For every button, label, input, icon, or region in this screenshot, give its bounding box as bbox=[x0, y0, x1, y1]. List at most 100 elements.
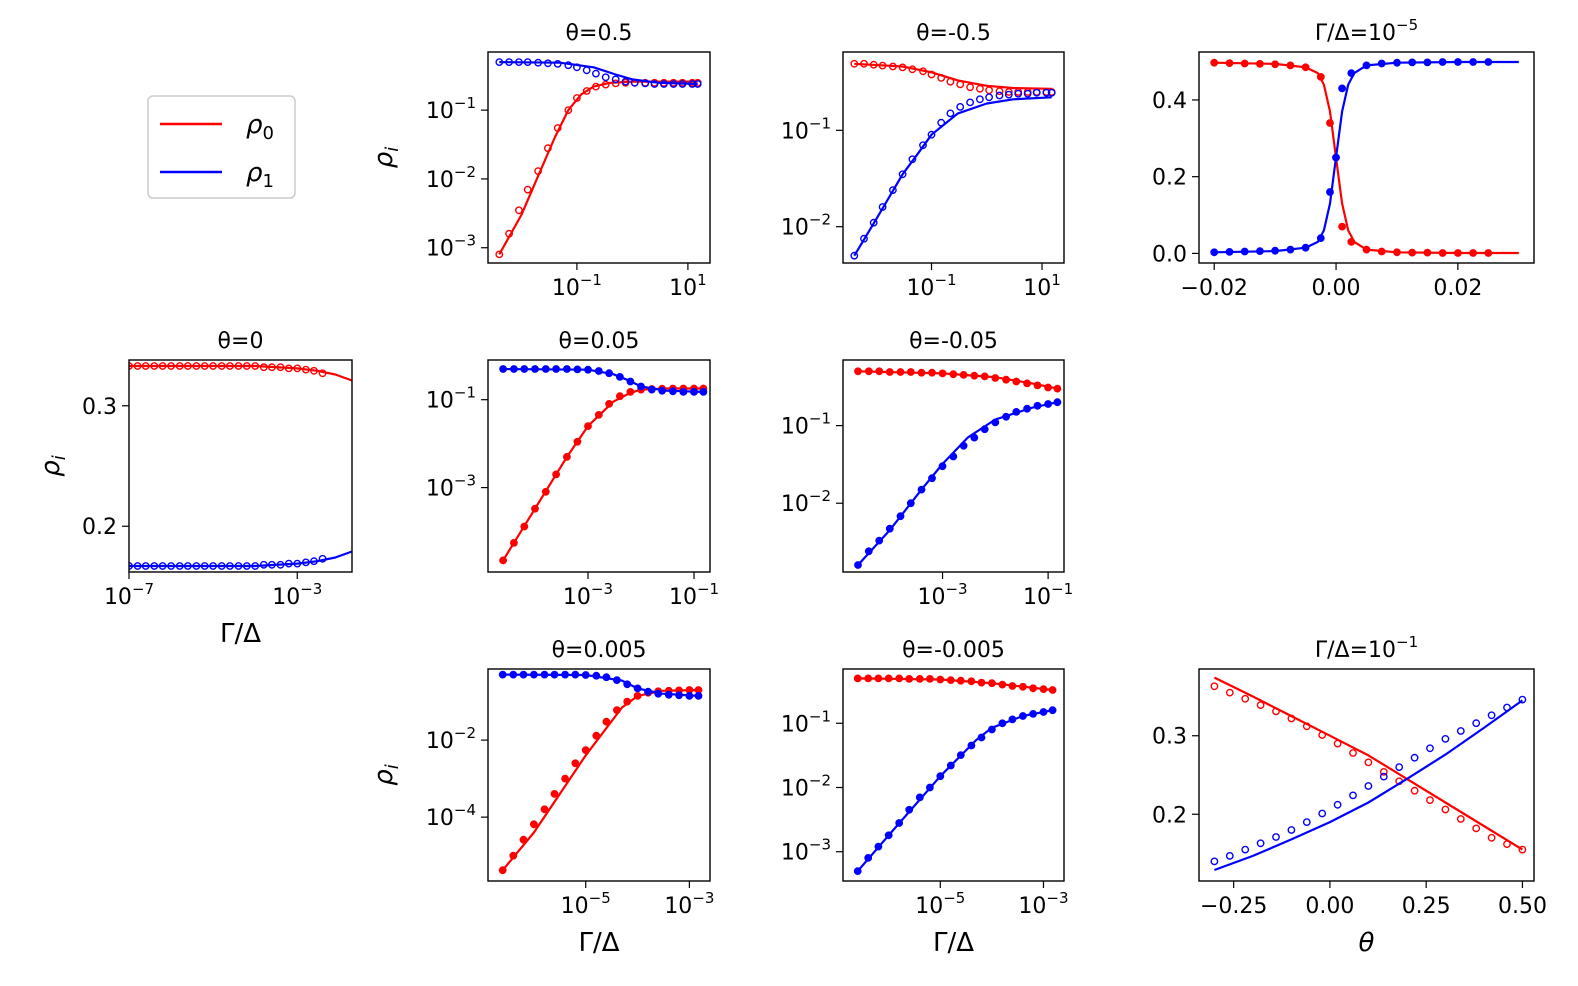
data-point-p11-1-13 bbox=[637, 382, 645, 391]
data-point-p22-0-20 bbox=[1518, 845, 1527, 854]
data-point-p02-1-12 bbox=[1362, 61, 1371, 70]
series-line-p10-1 bbox=[129, 550, 352, 568]
data-point-p21-1-6 bbox=[915, 793, 924, 802]
data-point-p12-0-1 bbox=[864, 367, 873, 376]
data-point-p01-0-3 bbox=[878, 61, 887, 70]
data-point-p10-1-7 bbox=[183, 562, 192, 570]
data-point-p10-1-19 bbox=[284, 559, 293, 568]
data-point-p12-1-16 bbox=[1023, 404, 1031, 413]
data-point-p22-1-3 bbox=[1256, 839, 1265, 848]
data-point-p21-1-13 bbox=[988, 725, 996, 734]
data-point-p20-0-5 bbox=[550, 790, 559, 798]
data-point-p11-1-5 bbox=[552, 365, 560, 373]
data-point-p22-0-4 bbox=[1272, 707, 1280, 716]
data-point-p21-1-10 bbox=[956, 751, 965, 759]
data-point-p12-1-7 bbox=[928, 474, 936, 483]
data-point-p02-1-18 bbox=[1454, 58, 1462, 66]
data-point-p11-1-8 bbox=[584, 365, 592, 374]
y-tick-label-p20-1: 10−2 bbox=[426, 724, 476, 754]
data-point-p01-1-16 bbox=[1004, 90, 1013, 99]
y-tick-label-p01-0: 10−2 bbox=[781, 211, 831, 241]
series-line-p10-0 bbox=[129, 364, 352, 382]
data-point-p01-1-15 bbox=[995, 91, 1004, 100]
series-line-p02-1 bbox=[1214, 60, 1519, 254]
panel-p02: −0.02 0.00 0.02 0.0 0.2 0.4 Γ/Δ=10−5 bbox=[1152, 16, 1535, 301]
data-point-p12-0-16 bbox=[1023, 379, 1031, 388]
data-point-p12-0-5 bbox=[906, 368, 915, 376]
data-point-p21-1-19 bbox=[1048, 706, 1057, 715]
data-point-p22-1-0 bbox=[1210, 857, 1219, 866]
data-point-p22-1-10 bbox=[1364, 782, 1373, 790]
data-point-p22-1-16 bbox=[1456, 727, 1465, 735]
data-point-p02-0-6 bbox=[1301, 63, 1310, 72]
data-point-p01-1-21 bbox=[1047, 88, 1056, 97]
data-point-p21-0-7 bbox=[926, 675, 934, 683]
data-point-p20-0-11 bbox=[613, 706, 621, 714]
data-point-p20-1-9 bbox=[592, 671, 601, 680]
data-point-p10-1-2 bbox=[141, 562, 150, 570]
data-point-p00-0-9 bbox=[582, 87, 591, 95]
data-point-p22-1-20 bbox=[1518, 695, 1527, 704]
panel-title-p10: θ=0 bbox=[218, 329, 264, 354]
x-tick-label-p10-1: 10−3 bbox=[272, 580, 322, 610]
data-point-p12-1-8 bbox=[938, 462, 947, 471]
y-tick-label-p11-1: 10−1 bbox=[426, 384, 476, 414]
data-point-p10-0-7 bbox=[183, 362, 192, 370]
series-p12-1 bbox=[854, 398, 1062, 569]
data-point-p02-0-2 bbox=[1240, 59, 1249, 68]
data-point-p02-0-18 bbox=[1454, 249, 1462, 257]
y-tick-label-p21-1: 10−2 bbox=[781, 771, 831, 801]
data-point-p01-1-0 bbox=[850, 251, 859, 260]
x-axis-label-p22: θ bbox=[1359, 928, 1375, 958]
data-point-p00-0-11 bbox=[601, 80, 610, 89]
legend-label-rho0: ρ0 bbox=[246, 110, 274, 144]
x-tick-label-p21-0: 10−5 bbox=[915, 889, 965, 919]
data-point-p00-0-4 bbox=[534, 167, 542, 176]
data-point-p11-1-9 bbox=[594, 367, 603, 375]
data-point-p22-0-1 bbox=[1225, 688, 1234, 697]
data-point-p21-0-2 bbox=[874, 674, 883, 683]
data-point-p02-0-13 bbox=[1377, 247, 1386, 256]
data-point-p22-0-15 bbox=[1441, 805, 1450, 814]
data-point-p11-1-15 bbox=[658, 386, 666, 395]
data-point-p20-0-7 bbox=[571, 759, 580, 768]
data-point-p10-1-13 bbox=[234, 562, 243, 570]
data-point-p01-1-1 bbox=[860, 234, 868, 243]
series-p01-1 bbox=[850, 88, 1056, 260]
data-point-p21-0-3 bbox=[884, 674, 893, 683]
data-point-p12-1-14 bbox=[1002, 412, 1010, 421]
data-point-p02-1-10 bbox=[1338, 84, 1347, 93]
data-point-p11-1-3 bbox=[531, 365, 539, 373]
data-point-p21-0-17 bbox=[1029, 684, 1038, 693]
data-point-p02-0-10 bbox=[1338, 222, 1347, 231]
data-point-p10-1-20 bbox=[293, 559, 302, 568]
data-point-p22-0-8 bbox=[1333, 739, 1342, 748]
data-point-p22-0-6 bbox=[1302, 722, 1311, 731]
data-point-p12-1-19 bbox=[1053, 398, 1062, 407]
data-point-p02-0-12 bbox=[1362, 245, 1371, 254]
data-point-p12-1-18 bbox=[1044, 400, 1053, 408]
y-tick-label-p21-0: 10−3 bbox=[781, 836, 831, 866]
series-p20-1 bbox=[498, 670, 703, 700]
data-point-p20-1-8 bbox=[581, 671, 590, 679]
data-point-p21-0-1 bbox=[864, 674, 873, 683]
data-point-p10-1-17 bbox=[267, 560, 276, 569]
data-point-p12-1-17 bbox=[1033, 401, 1042, 410]
data-point-p20-0-2 bbox=[519, 835, 528, 844]
data-point-p10-0-23 bbox=[318, 369, 327, 378]
data-point-p00-1-11 bbox=[601, 73, 610, 82]
data-point-p21-0-9 bbox=[946, 676, 955, 684]
data-point-p11-0-8 bbox=[584, 422, 592, 430]
data-point-p01-0-14 bbox=[985, 86, 993, 95]
y-tick-label-p02-1: 0.2 bbox=[1152, 166, 1187, 191]
data-point-p00-0-1 bbox=[505, 229, 513, 238]
data-point-p12-0-17 bbox=[1033, 381, 1042, 390]
data-point-p22-0-5 bbox=[1287, 714, 1296, 723]
data-point-p22-1-7 bbox=[1318, 809, 1327, 818]
data-point-p21-0-19 bbox=[1048, 686, 1057, 694]
y-tick-label-p22-1: 0.3 bbox=[1152, 725, 1187, 750]
data-point-p10-1-11 bbox=[217, 562, 226, 570]
data-point-p12-1-4 bbox=[896, 512, 905, 521]
data-point-p20-0-0 bbox=[498, 866, 507, 875]
data-point-p20-0-6 bbox=[561, 774, 569, 783]
